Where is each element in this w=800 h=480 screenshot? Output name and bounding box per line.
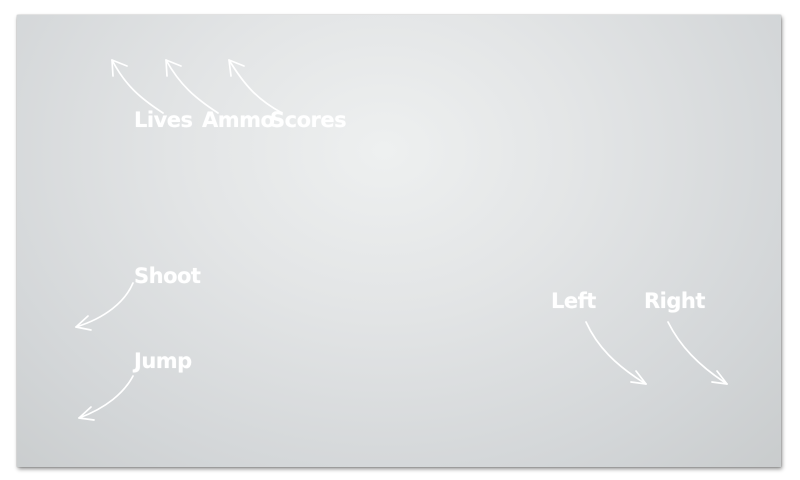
tutorial-overlay-panel[interactable]	[17, 15, 781, 467]
right-hint-label: Right	[644, 289, 705, 313]
left-hint-label: Left	[551, 289, 596, 313]
scores-hint-label: Scores	[270, 108, 347, 132]
lives-hint-label: Lives	[134, 108, 193, 132]
shoot-hint-label: Shoot	[134, 264, 201, 288]
jump-hint-label: Jump	[134, 349, 192, 373]
ammo-hint-label: Ammo	[202, 108, 275, 132]
